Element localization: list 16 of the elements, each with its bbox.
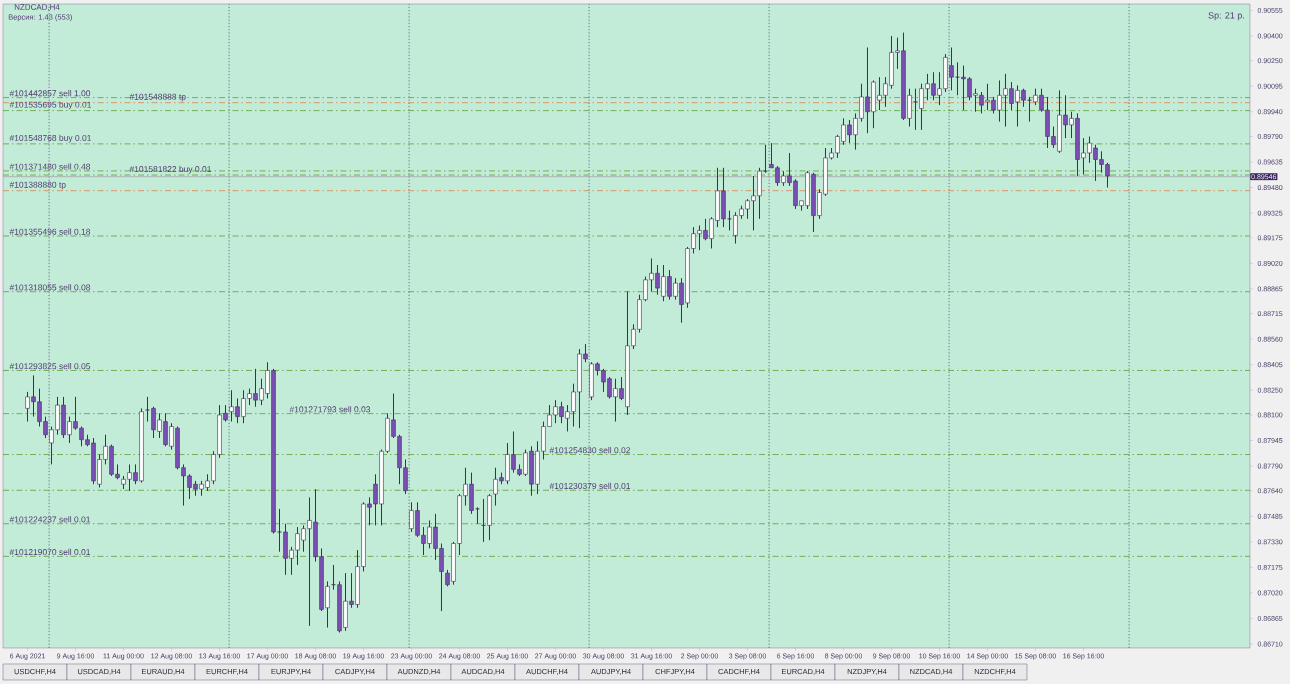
ref-line-label: #101293825 sell 0.05 bbox=[9, 362, 91, 370]
ref-line-label: #101318055 sell 0.08 bbox=[9, 284, 91, 291]
ref-line-label: #101548768 buy 0.01 bbox=[9, 134, 92, 143]
candlestick bbox=[487, 493, 492, 541]
ref-line-label: #101371480 sell 0.48 bbox=[9, 163, 91, 170]
ref-line-label: #101535695 buy 0.01 bbox=[9, 101, 92, 110]
ref-line-label: #101224237 sell 0.01 bbox=[9, 516, 91, 523]
ref-line-label: #101230379 sell 0.01 bbox=[549, 482, 631, 489]
ref-line-label: #101219070 sell 0.01 bbox=[9, 548, 91, 556]
ref-line-label: #101388880 tp bbox=[9, 181, 66, 190]
ref-line-label: #101254830 sell 0.02 bbox=[549, 447, 631, 454]
ref-line-label: #101442857 sell 1.00 bbox=[9, 90, 91, 97]
ref-line-label: #101355496 sell 0.18 bbox=[9, 228, 91, 235]
ref-line-label: #101581822 buy 0.01 bbox=[129, 165, 212, 174]
annotation: Sp: 21 p. bbox=[1208, 12, 1244, 21]
ref-line-label: #101271793 sell 0.03 bbox=[289, 406, 371, 413]
